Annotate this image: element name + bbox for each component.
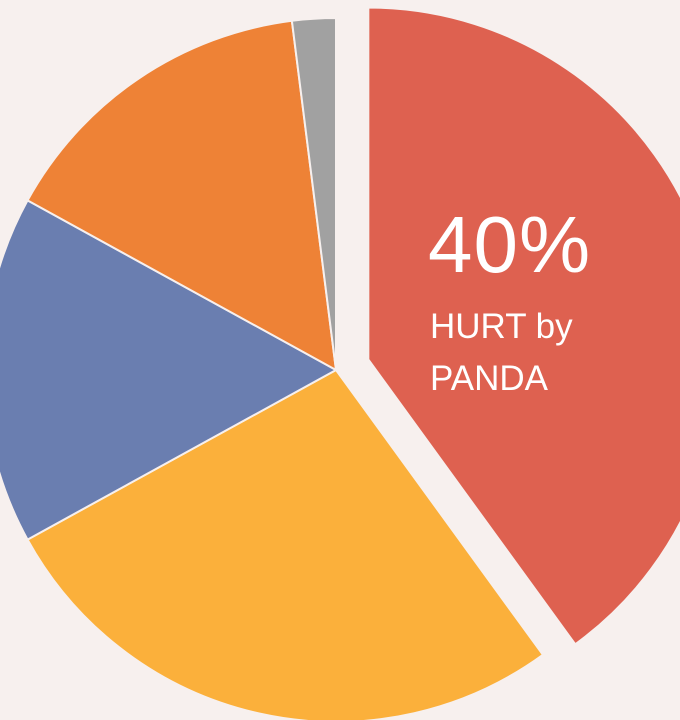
- annotation-line-2: PANDA: [430, 359, 549, 398]
- pie-slice-1: [367, 6, 680, 646]
- pie-slice-4: [26, 19, 337, 371]
- annotation-line-1: HURT by: [430, 307, 573, 346]
- slice-annotation: 40% HURT by PANDA: [428, 200, 591, 398]
- pie-slice-3: [0, 199, 337, 541]
- pie-slices: [0, 6, 680, 720]
- pie-slice-2: [26, 369, 544, 720]
- pie-slice-5: [290, 17, 337, 371]
- annotation-percent: 40%: [428, 200, 591, 289]
